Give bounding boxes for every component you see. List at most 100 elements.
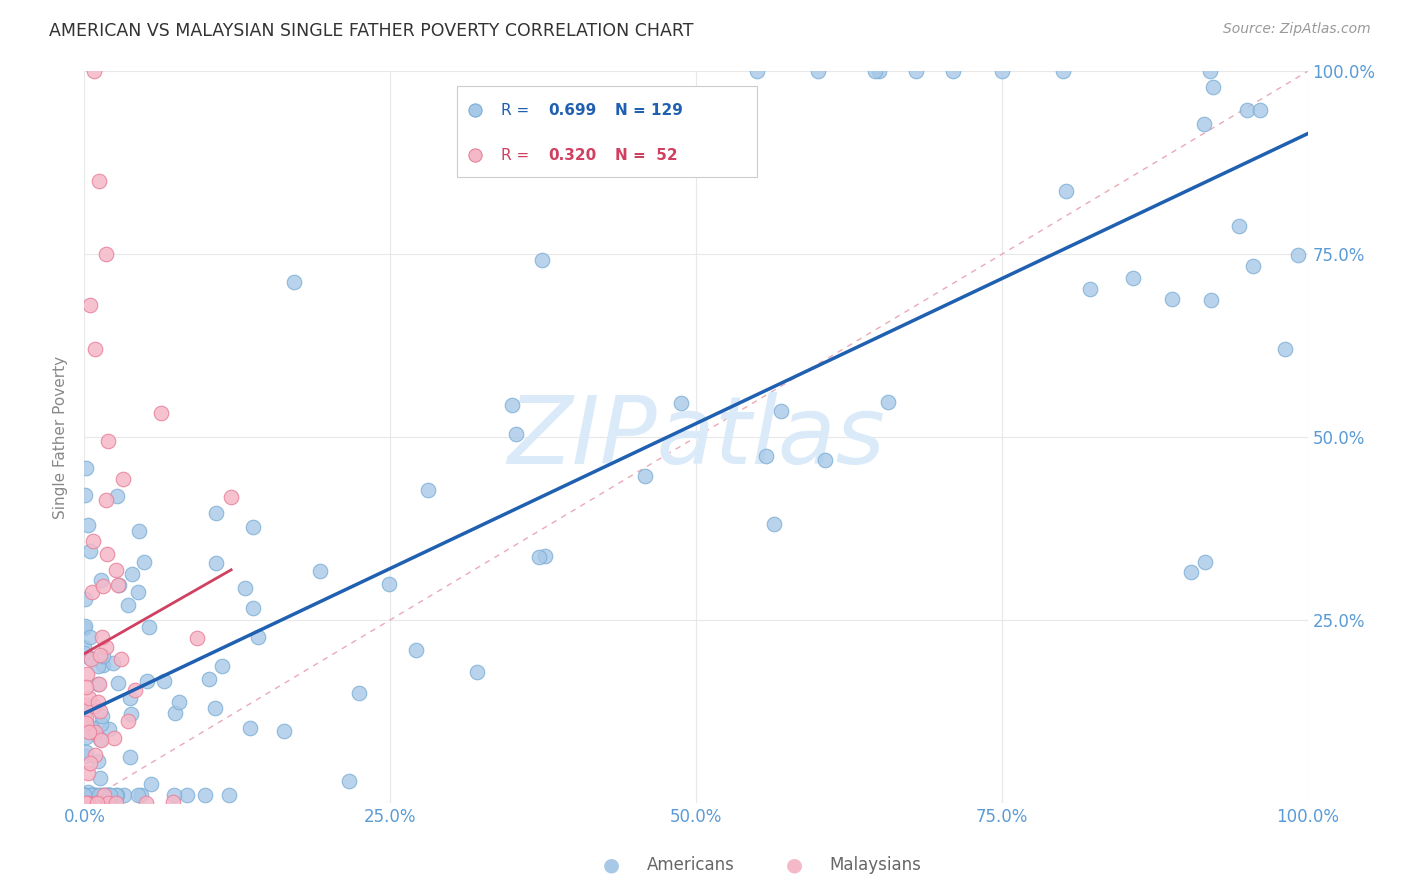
Point [176,789,198,803]
Point [1052,64,1074,78]
Point [308,564,330,578]
Point [1192,117,1215,131]
Point [97,789,120,803]
Point [1236,103,1258,118]
Point [110,651,132,665]
Point [91,649,114,664]
Point [94,789,117,803]
Point [418,483,440,497]
Point [124,683,146,698]
Point [464,103,486,117]
Point [90,709,112,723]
Text: Malaysians: Malaysians [830,856,921,874]
Point [89,771,111,785]
Point [273,724,295,739]
Point [96,547,118,561]
Point [863,64,886,78]
Point [198,672,221,686]
Point [76,796,98,810]
Point [75,789,97,803]
Point [531,253,554,268]
Point [77,517,100,532]
Point [107,578,129,592]
Point [97,434,120,448]
Point [129,789,152,803]
Point [84,343,107,357]
Text: R =: R = [502,148,534,163]
Point [104,796,127,810]
Point [75,748,97,763]
Point [73,646,96,660]
Point [135,796,157,810]
Point [73,789,96,803]
Point [79,298,101,312]
Point [204,700,226,714]
Point [108,578,131,592]
Point [1286,248,1309,262]
Point [96,247,118,261]
Point [112,472,135,486]
Point [339,774,361,789]
Point [136,674,159,689]
Point [205,506,228,520]
Point [91,658,114,673]
Point [79,543,101,558]
Point [83,789,105,803]
Point [84,789,107,803]
Point [90,717,112,731]
Point [905,64,928,78]
Point [94,493,117,508]
Point [634,468,657,483]
Point [75,730,97,744]
Point [1054,184,1077,198]
Point [107,676,129,690]
Point [79,651,101,665]
Point [1180,565,1202,579]
Point [246,630,269,644]
Point [991,64,1014,78]
Point [84,789,107,803]
Point [211,658,233,673]
Point [79,756,101,770]
Point [120,691,142,706]
Point [813,453,835,467]
Text: Source: ZipAtlas.com: Source: ZipAtlas.com [1223,22,1371,37]
Point [94,789,117,803]
Point [73,591,96,606]
Point [1078,282,1101,296]
Point [77,785,100,799]
Point [162,795,184,809]
Point [149,406,172,420]
Point [121,567,143,582]
Point [75,698,97,712]
Point [91,630,114,644]
Point [87,789,110,803]
Point [86,659,108,673]
Text: ●: ● [603,855,620,875]
Point [139,777,162,791]
Point [79,789,101,803]
Point [103,731,125,746]
Point [75,745,97,759]
Point [153,673,176,688]
Point [747,64,769,78]
Point [1201,293,1223,307]
Point [80,789,103,803]
Point [80,652,103,666]
Point [77,691,100,706]
Point [1194,555,1216,569]
Text: R =: R = [502,103,534,118]
Point [77,725,100,739]
Point [242,520,264,534]
Point [1198,64,1220,78]
Point [762,516,785,531]
Point [90,789,112,803]
Text: 0.699: 0.699 [548,103,596,118]
Point [89,648,111,663]
Point [91,789,114,803]
Point [87,174,110,188]
Point [132,555,155,569]
Point [87,754,110,768]
Point [80,722,103,736]
Point [75,796,97,810]
